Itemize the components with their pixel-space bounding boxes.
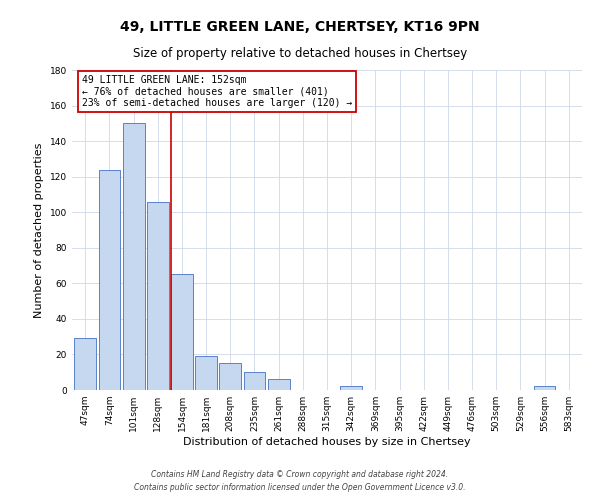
Bar xyxy=(340,386,362,390)
Bar xyxy=(220,364,241,390)
Bar xyxy=(74,338,96,390)
Bar xyxy=(244,372,265,390)
X-axis label: Distribution of detached houses by size in Chertsey: Distribution of detached houses by size … xyxy=(183,437,471,447)
Text: 49, LITTLE GREEN LANE, CHERTSEY, KT16 9PN: 49, LITTLE GREEN LANE, CHERTSEY, KT16 9P… xyxy=(120,20,480,34)
Bar xyxy=(123,124,145,390)
Bar xyxy=(268,380,290,390)
Text: Contains HM Land Registry data © Crown copyright and database right 2024.
Contai: Contains HM Land Registry data © Crown c… xyxy=(134,470,466,492)
Bar xyxy=(195,356,217,390)
Bar xyxy=(98,170,121,390)
Text: 49 LITTLE GREEN LANE: 152sqm
← 76% of detached houses are smaller (401)
23% of s: 49 LITTLE GREEN LANE: 152sqm ← 76% of de… xyxy=(82,75,352,108)
Bar xyxy=(171,274,193,390)
Bar xyxy=(147,202,169,390)
Y-axis label: Number of detached properties: Number of detached properties xyxy=(34,142,44,318)
Bar xyxy=(533,386,556,390)
Text: Size of property relative to detached houses in Chertsey: Size of property relative to detached ho… xyxy=(133,48,467,60)
